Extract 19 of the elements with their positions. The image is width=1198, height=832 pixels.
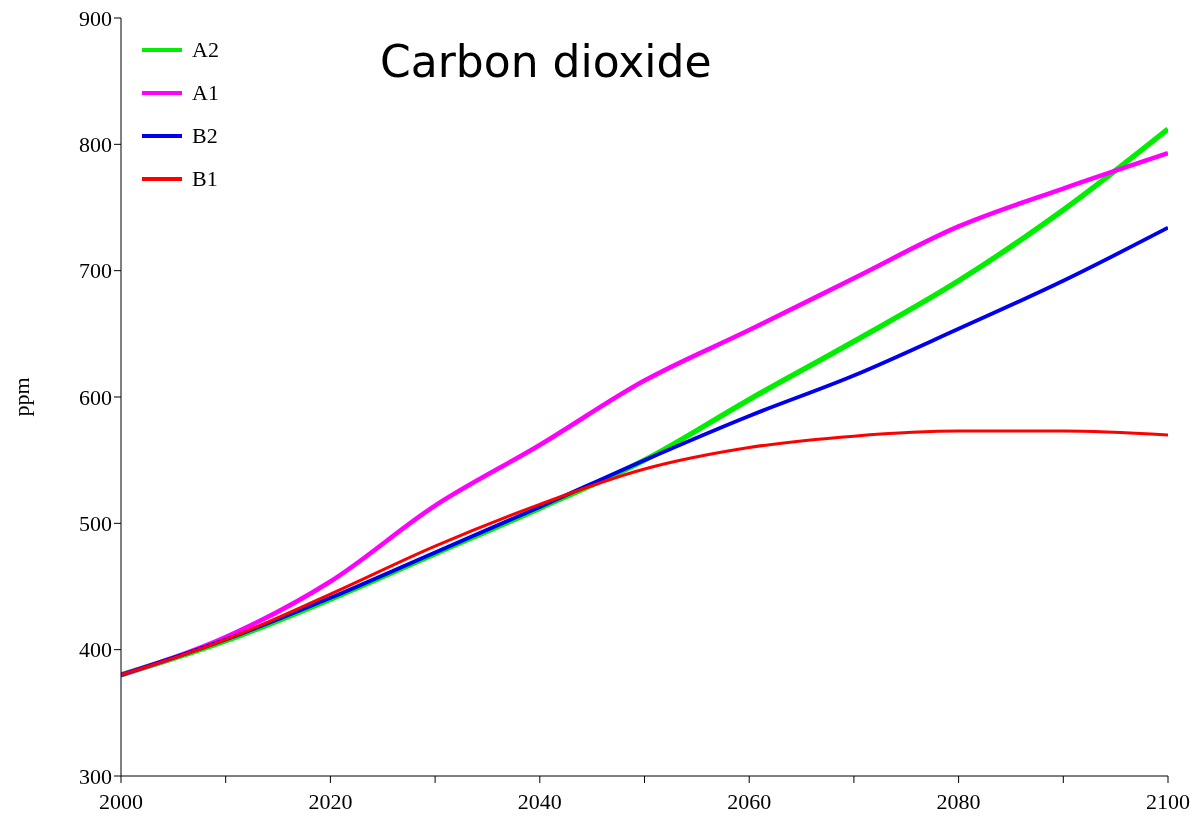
y-axis-title: ppm — [8, 377, 34, 417]
x-tick-label: 2000 — [99, 788, 143, 814]
x-tick-label: 2080 — [936, 788, 981, 814]
legend-label: B1 — [192, 165, 218, 192]
legend-label: A1 — [192, 79, 219, 106]
legend-label: B2 — [192, 122, 218, 149]
y-tick-label: 900 — [79, 5, 112, 31]
legend-label: A2 — [192, 36, 219, 63]
y-tick-label: 700 — [79, 258, 112, 284]
y-tick-label: 300 — [79, 763, 112, 789]
x-tick-label: 2060 — [727, 788, 772, 814]
y-tick-label: 400 — [79, 637, 112, 663]
y-tick-label: 800 — [79, 132, 112, 158]
x-tick-label: 2040 — [517, 788, 562, 814]
y-tick-label: 500 — [79, 511, 112, 537]
x-tick-label: 2100 — [1146, 788, 1190, 814]
chart-title: Carbon dioxide — [380, 36, 712, 87]
y-tick-label: 600 — [79, 384, 112, 410]
x-tick-label: 2020 — [308, 788, 353, 814]
